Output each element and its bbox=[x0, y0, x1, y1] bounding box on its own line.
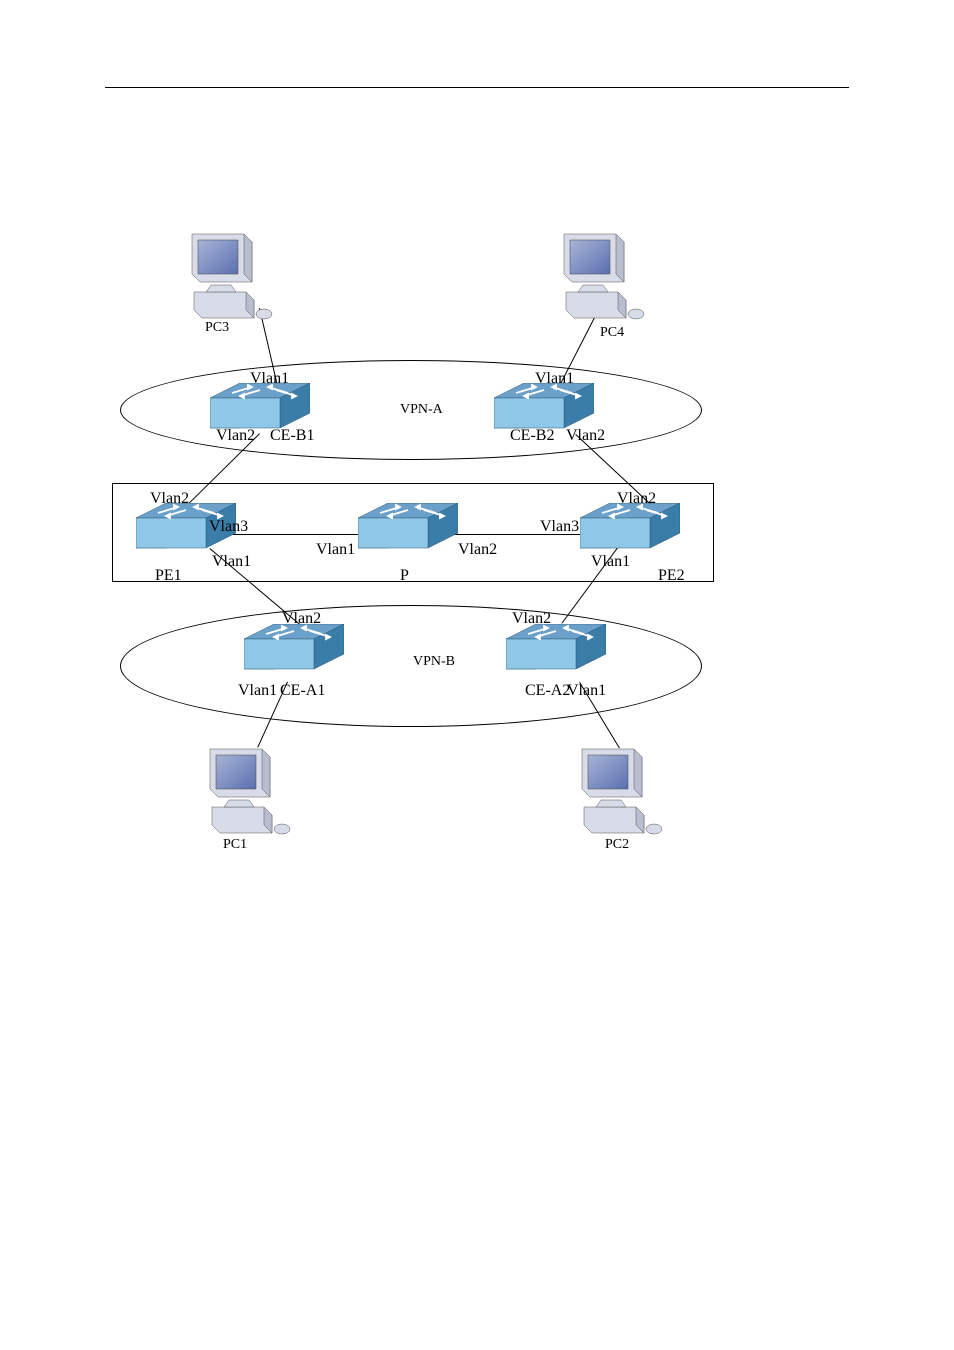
ce-b1-label: CE-B1 bbox=[270, 427, 314, 445]
vlan-label: Vlan1 bbox=[212, 553, 251, 571]
switch-pe2 bbox=[580, 503, 680, 558]
vlan-label: Vlan2 bbox=[216, 427, 255, 445]
pc1-label: PC1 bbox=[223, 837, 247, 853]
link-line bbox=[230, 534, 362, 535]
pc-pc2 bbox=[576, 745, 666, 845]
p-label: P bbox=[400, 567, 409, 585]
ce-b2-label: CE-B2 bbox=[510, 427, 554, 445]
pe1-label: PE1 bbox=[155, 567, 182, 585]
vlan-label: Vlan1 bbox=[250, 370, 289, 388]
vlan-label: Vlan3 bbox=[209, 518, 248, 536]
pc-pc4 bbox=[558, 230, 648, 330]
vlan-label: Vlan2 bbox=[617, 490, 656, 508]
vlan-label: Vlan2 bbox=[282, 610, 321, 628]
page-top-rule bbox=[105, 87, 849, 88]
pc-pc3 bbox=[186, 230, 276, 330]
vlan-label: Vlan2 bbox=[566, 427, 605, 445]
vpn-b-ellipse bbox=[120, 605, 702, 727]
vlan-label: Vlan2 bbox=[150, 490, 189, 508]
vlan-label: Vlan1 bbox=[316, 541, 355, 559]
vlan-label: Vlan2 bbox=[512, 610, 551, 628]
vlan-label: Vlan1 bbox=[238, 682, 277, 700]
vpn-a-label: VPN-A bbox=[400, 402, 443, 418]
vlan-label: Vlan1 bbox=[591, 553, 630, 571]
pe2-label: PE2 bbox=[658, 567, 685, 585]
vlan-label: Vlan1 bbox=[567, 682, 606, 700]
vlan-label: Vlan1 bbox=[535, 370, 574, 388]
vlan-label: Vlan3 bbox=[540, 518, 579, 536]
ce-a1-label: CE-A1 bbox=[280, 682, 325, 700]
pc3-label: PC3 bbox=[205, 320, 229, 336]
network-diagram: PC3 PC4 PC1 PC2 bbox=[100, 190, 740, 870]
pc2-label: PC2 bbox=[605, 837, 629, 853]
vlan-label: Vlan2 bbox=[458, 541, 497, 559]
vpn-b-label: VPN-B bbox=[413, 654, 455, 670]
pc-pc1 bbox=[204, 745, 294, 845]
ce-a2-label: CE-A2 bbox=[525, 682, 570, 700]
switch-ce-a1 bbox=[244, 624, 344, 679]
pc4-label: PC4 bbox=[600, 325, 624, 341]
switch-p bbox=[358, 503, 458, 558]
switch-ce-a2 bbox=[506, 624, 606, 679]
